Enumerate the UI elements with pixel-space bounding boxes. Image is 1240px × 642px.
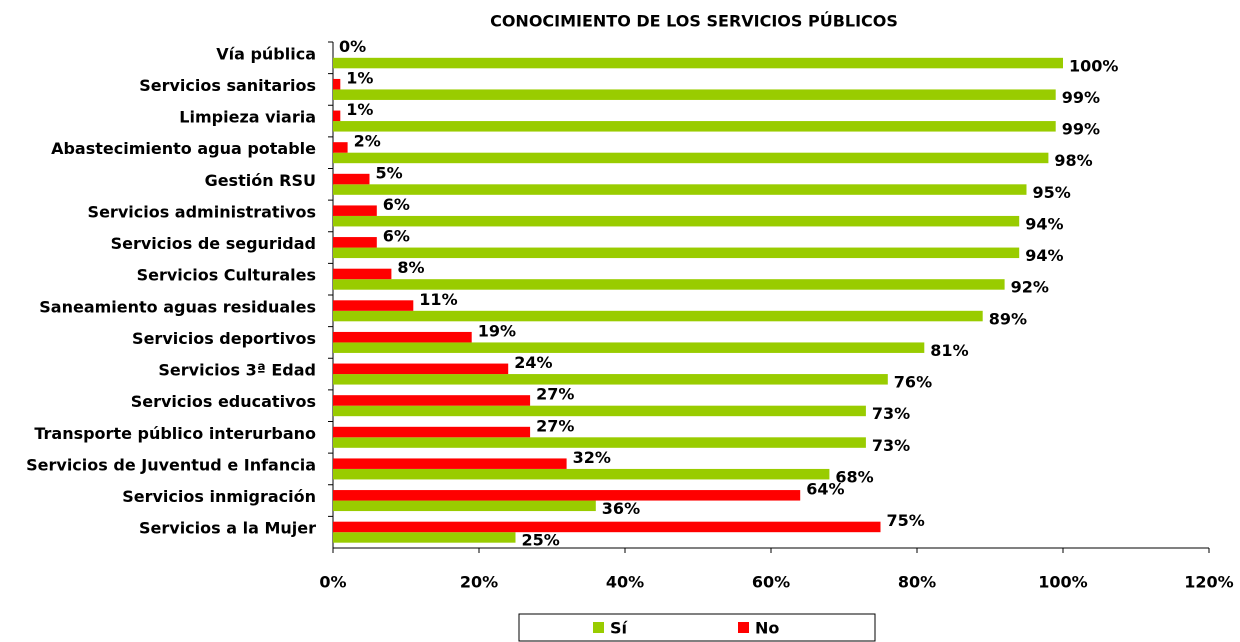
data-label: 27% [536, 385, 574, 404]
bar [333, 532, 516, 543]
data-label: 73% [872, 404, 910, 423]
data-label: 99% [1062, 120, 1100, 139]
bar [333, 521, 881, 533]
bar [333, 142, 348, 153]
y-tick-label: Servicios deportivos [132, 329, 316, 348]
legend-swatch [738, 622, 749, 633]
bar [333, 374, 888, 385]
data-label: 89% [989, 309, 1027, 328]
x-tick-label: 60% [752, 573, 790, 592]
y-tick-label: Servicios Culturales [137, 266, 316, 285]
bar [333, 405, 866, 417]
y-tick-label: Gestión RSU [205, 171, 316, 190]
data-label: 95% [1033, 183, 1071, 202]
data-label: 1% [346, 68, 373, 87]
data-label: 81% [930, 341, 968, 360]
bar [333, 57, 1063, 69]
bar [333, 237, 377, 248]
x-tick-label: 0% [319, 573, 346, 592]
bar [333, 152, 1049, 164]
data-label: 92% [1011, 278, 1049, 297]
bar [333, 173, 370, 185]
y-tick-label: Servicios administrativos [88, 202, 316, 221]
bar [333, 490, 801, 501]
bar [333, 342, 925, 353]
y-tick-label: Vía pública [216, 44, 316, 63]
bar [333, 279, 1005, 290]
bar [333, 310, 983, 322]
data-label: 64% [806, 480, 844, 499]
data-label: 100% [1069, 56, 1118, 75]
data-label: 94% [1025, 214, 1063, 233]
chart-title: CONOCIMIENTO DE LOS SERVICIOS PÚBLICOS [490, 12, 898, 31]
bar [333, 184, 1027, 195]
legend-label: No [755, 619, 779, 638]
bar [333, 458, 567, 469]
bar [333, 468, 830, 480]
bar [333, 121, 1056, 132]
data-label: 75% [887, 511, 925, 530]
y-tick-label: Servicios de Juventud e Infancia [26, 455, 316, 474]
bar [333, 110, 341, 122]
data-label: 76% [894, 373, 932, 392]
bar [333, 89, 1056, 100]
y-tick-label: Servicios a la Mujer [139, 519, 316, 538]
y-tick-label: Transporte público interurbano [34, 424, 316, 443]
x-tick-label: 100% [1038, 573, 1087, 592]
y-tick-label: Servicios inmigración [122, 487, 316, 506]
bar [333, 205, 377, 216]
data-label: 6% [383, 195, 410, 214]
x-tick-label: 120% [1184, 573, 1233, 592]
bar [333, 300, 414, 311]
data-label: 6% [383, 227, 410, 246]
bar [333, 363, 509, 375]
bar [333, 426, 531, 438]
data-label: 2% [354, 132, 381, 151]
data-label: 27% [536, 416, 574, 435]
data-label: 32% [573, 448, 611, 467]
data-label: 1% [346, 100, 373, 119]
data-label: 68% [835, 467, 873, 486]
y-tick-label: Servicios sanitarios [139, 76, 316, 95]
data-label: 5% [376, 163, 403, 182]
bar [333, 437, 866, 448]
bar [333, 78, 341, 90]
legend-box [518, 613, 876, 642]
data-label: 0% [339, 37, 366, 56]
x-tick-label: 80% [898, 573, 936, 592]
data-label: 24% [514, 353, 552, 372]
bar [333, 268, 392, 280]
y-tick-label: Servicios de seguridad [111, 234, 316, 253]
bar [333, 247, 1020, 259]
x-tick-label: 40% [606, 573, 644, 592]
data-label: 36% [602, 499, 640, 518]
data-label: 94% [1025, 246, 1063, 265]
legend-swatch [593, 622, 604, 633]
y-tick-label: Limpieza viaria [179, 108, 316, 127]
data-label: 19% [478, 321, 516, 340]
data-label: 98% [1054, 151, 1092, 170]
y-tick-label: Saneamiento aguas residuales [39, 297, 316, 316]
data-label: 25% [522, 531, 560, 550]
legend-label: Sí [610, 619, 629, 638]
bar [333, 395, 531, 406]
data-label: 73% [872, 436, 910, 455]
data-label: 11% [419, 290, 457, 309]
bar [333, 500, 596, 512]
x-tick-label: 20% [460, 573, 498, 592]
bar [333, 331, 472, 343]
y-tick-label: Servicios 3ª Edad [158, 361, 316, 380]
y-tick-label: Servicios educativos [131, 392, 316, 411]
data-label: 99% [1062, 88, 1100, 107]
bar [333, 215, 1020, 227]
y-tick-label: Abastecimiento agua potable [51, 139, 316, 158]
data-label: 8% [397, 258, 424, 277]
